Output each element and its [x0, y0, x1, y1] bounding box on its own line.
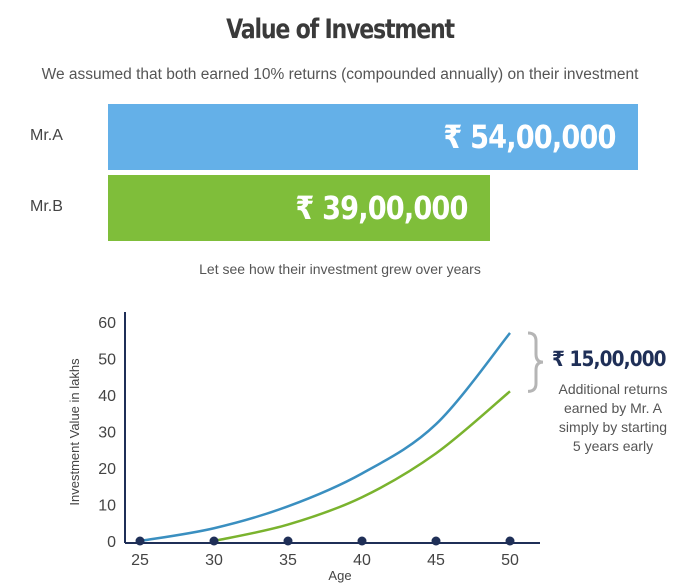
page-title: Value of Investment — [226, 14, 455, 45]
x-axis-marker — [357, 536, 367, 546]
bar-mr-a: ₹ 54,00,000 — [108, 104, 638, 170]
x-tick-label: 35 — [279, 552, 297, 569]
x-axis-marker — [135, 536, 145, 546]
annotation-amount: ₹ 15,00,000 — [552, 347, 667, 371]
bar-label-mr-a: Mr.A — [30, 127, 63, 144]
y-axis-label: Investment Value in lakhs — [67, 358, 82, 506]
y-tick-label: 40 — [98, 388, 116, 405]
bar-value-mr-b: ₹ 39,00,000 — [295, 189, 469, 227]
bar-mr-b: ₹ 39,00,000 — [108, 175, 490, 241]
y-tick-label: 10 — [98, 498, 116, 515]
x-tick-label: 25 — [131, 552, 149, 569]
x-tick-label: 45 — [427, 552, 445, 569]
x-axis-marker — [431, 536, 441, 546]
x-axis-marker — [505, 536, 515, 546]
brace-icon — [527, 331, 544, 393]
bar-label-mr-b: Mr.B — [30, 198, 63, 215]
y-tick-label: 60 — [98, 315, 116, 332]
x-tick-label: 30 — [205, 552, 223, 569]
x-axis-label: Age — [328, 568, 351, 583]
x-tick-label: 40 — [353, 552, 371, 569]
x-axis-marker — [283, 536, 293, 546]
chart-caption: Let see how their investment grew over y… — [199, 261, 481, 277]
series-line-2 — [213, 390, 511, 543]
page-subtitle: We assumed that both earned 10% returns … — [41, 66, 639, 83]
y-tick-label: 30 — [98, 425, 116, 442]
x-axis-marker — [209, 536, 219, 546]
growth-line-chart: 0 10 20 30 40 50 60 25 30 35 40 45 50 Age Investment V… — [67, 312, 544, 583]
y-tick-label: 0 — [107, 534, 116, 551]
bar-value-mr-a: ₹ 54,00,000 — [443, 118, 617, 156]
y-tick-label: 20 — [98, 461, 116, 478]
x-tick-label: 50 — [501, 552, 519, 569]
series-line-1 — [139, 332, 511, 543]
y-tick-label: 50 — [98, 352, 116, 369]
annotation-text: Additional returns earned by Mr. A simpl… — [558, 381, 668, 454]
